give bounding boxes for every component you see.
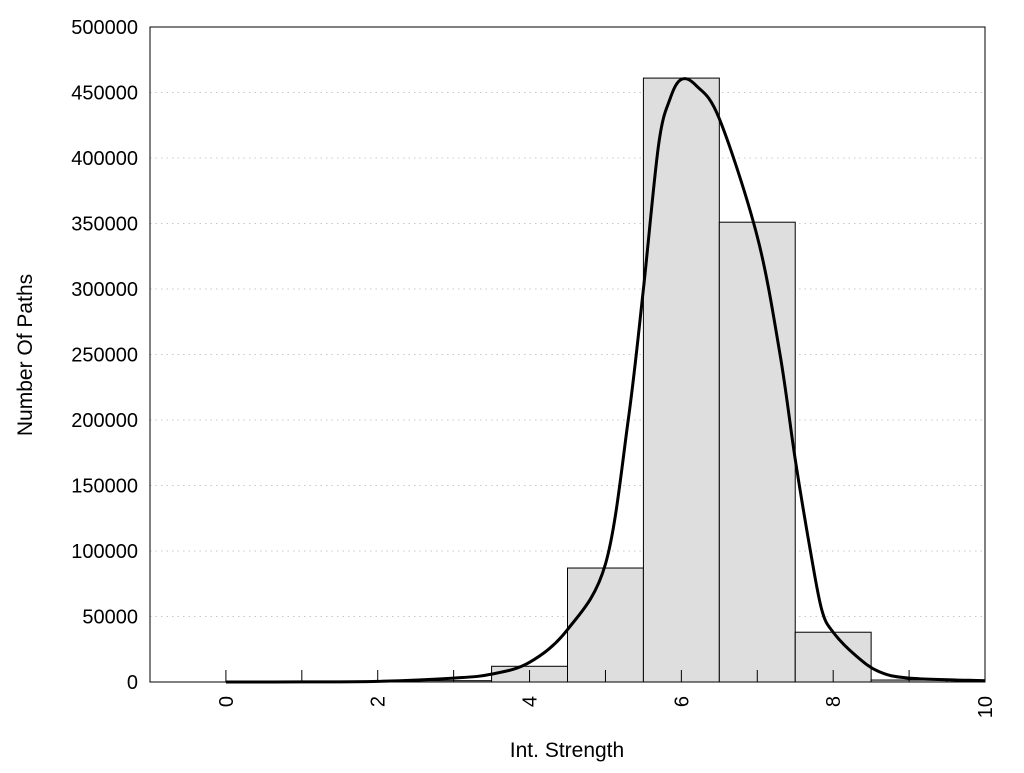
y-tick-label: 400000 [71, 148, 138, 170]
y-tick-label: 500000 [71, 17, 138, 39]
y-tick-label: 50000 [82, 607, 138, 629]
x-tick-label: 2 [368, 696, 390, 707]
y-tick-label: 450000 [71, 83, 138, 105]
y-tick-label: 300000 [71, 279, 138, 301]
y-tick-label: 100000 [71, 541, 138, 563]
y-tick-label: 250000 [71, 345, 138, 367]
x-tick-label: 10 [975, 696, 997, 718]
x-tick-label: 0 [216, 696, 238, 707]
x-tick-label: 6 [671, 696, 693, 707]
x-axis-ticks: 0 2 4 6 8 10 [216, 670, 997, 718]
y-tick-label: 350000 [71, 214, 138, 236]
bar [718, 221, 796, 683]
y-tick-label: 0 [127, 672, 138, 694]
fit-curve [225, 77, 986, 684]
x-axis-label: Int. Strength [510, 739, 624, 762]
grid-lines [150, 92, 985, 617]
y-tick-label: 150000 [71, 476, 138, 498]
y-axis-ticks: 0 50000 100000 150000 200000 250000 300000 3500… [71, 17, 138, 694]
y-axis-label: Number Of Paths [14, 274, 37, 436]
bars [415, 77, 948, 683]
x-tick-label: 4 [520, 696, 542, 707]
bar [567, 567, 644, 683]
y-tick-label: 200000 [71, 410, 138, 432]
x-tick-label: 8 [823, 696, 845, 707]
fit-curve-line [225, 77, 986, 684]
plot-frame [149, 26, 986, 683]
